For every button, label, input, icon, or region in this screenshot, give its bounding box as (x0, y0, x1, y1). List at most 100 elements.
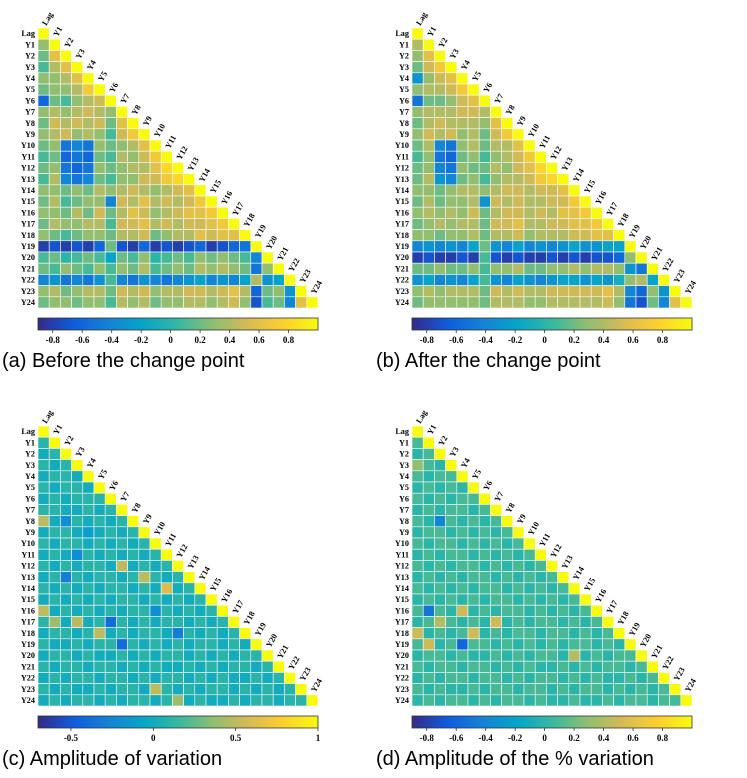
heatmap-cell (613, 694, 626, 707)
heatmap-cell (60, 448, 72, 460)
caption-d: (d) Amplitude of the % variation (376, 748, 654, 770)
heatmap-cell (501, 660, 514, 673)
heatmap-cell (48, 627, 61, 640)
heatmap-cell (239, 285, 252, 298)
panel-amplitude-variation: Lag Y1 Y2 Y3 Y4 Y5 Y6 Y7 Y8 Y9 Y10 Y11 Y12 Y13 Y14 Y15 Y… (2, 400, 388, 771)
heatmap-cell (434, 251, 446, 264)
col-label-Y15: Y15 (582, 576, 597, 593)
heatmap-cell (149, 150, 162, 163)
heatmap-cell (646, 296, 659, 309)
heatmap-cell (160, 571, 173, 584)
heatmap-cell (467, 694, 480, 707)
heatmap-cell (646, 694, 659, 707)
heatmap-cell (194, 206, 207, 219)
heatmap-cell (194, 274, 207, 286)
heatmap-cell (261, 285, 274, 298)
heatmap-cell (160, 218, 173, 230)
heatmap-cell (501, 604, 514, 617)
heatmap-cell (138, 672, 151, 684)
heatmap-cell (149, 694, 162, 707)
heatmap-cell (467, 285, 480, 298)
heatmap-cell (172, 274, 184, 286)
heatmap-cell (104, 649, 117, 662)
heatmap-cell (93, 274, 106, 286)
heatmap-cell (523, 638, 536, 651)
heatmap-cell (37, 72, 50, 85)
col-label-Y15: Y15 (208, 178, 223, 195)
heatmap-cell (116, 195, 128, 208)
row-label-Y10: Y10 (395, 539, 409, 548)
heatmap-cell (590, 274, 603, 286)
col-label-Y1: Y1 (52, 25, 65, 38)
heatmap-cell (568, 240, 581, 253)
heatmap-cell (194, 285, 207, 298)
heatmap-cell (456, 139, 469, 152)
heatmap-cell (93, 94, 106, 107)
heatmap-cell (160, 560, 173, 572)
heatmap-cell (490, 117, 502, 130)
heatmap-cell (127, 139, 140, 152)
heatmap-cell (669, 694, 682, 707)
heatmap-cell (37, 240, 50, 253)
heatmap-cell (216, 616, 229, 628)
heatmap-cell (71, 582, 84, 595)
heatmap-cell (104, 582, 117, 595)
heatmap-cell (116, 660, 128, 673)
heatmap-cell (456, 526, 469, 539)
heatmap-cell (490, 285, 502, 298)
heatmap-cell (149, 548, 162, 561)
heatmap-cell (523, 184, 536, 197)
heatmap-cell (183, 616, 196, 628)
heatmap-cell (127, 262, 140, 275)
heatmap-cell (127, 526, 140, 539)
heatmap-cell (172, 627, 184, 640)
heatmap-cell (523, 548, 536, 561)
heatmap-cell (411, 627, 424, 640)
row-labels: LagY1Y2Y3Y4Y5Y6Y7Y8Y9Y10Y11Y12Y13Y14Y15Y… (21, 427, 36, 705)
heatmap-cell (478, 128, 491, 141)
row-label-Y9: Y9 (399, 130, 409, 139)
heatmap-cell (456, 616, 469, 628)
heatmap-cell (411, 683, 424, 696)
heatmap-cell (194, 251, 207, 264)
heatmap-cell (116, 604, 128, 617)
row-label-Y7: Y7 (25, 506, 35, 515)
heatmap-cell (579, 638, 592, 651)
heatmap-cell (501, 162, 514, 174)
heatmap-cell (82, 240, 95, 253)
colorbar-tick-label: 0.4 (224, 335, 236, 345)
col-label-Y23: Y23 (672, 666, 687, 683)
colorbar-tick-label: -0.5 (64, 733, 79, 743)
heatmap-cell (48, 195, 61, 208)
heatmap-cell (104, 638, 117, 651)
heatmap-cell (116, 627, 128, 640)
heatmap-cell (104, 106, 117, 118)
heatmap-cell (478, 106, 491, 118)
heatmap-cell (116, 229, 128, 242)
heatmap-cell (411, 694, 424, 707)
heatmap-cell (116, 537, 128, 550)
heatmap-cell (467, 117, 480, 130)
heatmap-cell (490, 515, 502, 528)
heatmap-cell (534, 274, 547, 286)
heatmap-cell (183, 195, 196, 208)
heatmap-cell (534, 593, 547, 606)
heatmap-cell (60, 61, 72, 74)
row-label-Y14: Y14 (395, 584, 409, 593)
heatmap-cell (568, 638, 581, 651)
heatmap-cell (60, 296, 72, 309)
heatmap-cell (456, 492, 469, 505)
heatmap-cell (250, 672, 263, 684)
heatmap-cell (523, 229, 536, 242)
heatmap-cell (37, 649, 50, 662)
heatmap-cell (48, 436, 61, 449)
colorbar-gradient (37, 715, 319, 729)
colorbar-tick-label: 0 (168, 335, 173, 345)
heatmap-cell (127, 251, 140, 264)
heatmap-cell (568, 683, 581, 696)
heatmap-cell (37, 83, 50, 96)
heatmap-cell (60, 139, 72, 152)
heatmap-cell (422, 240, 435, 253)
heatmap-cell (478, 229, 491, 242)
heatmap-cell (434, 481, 446, 494)
